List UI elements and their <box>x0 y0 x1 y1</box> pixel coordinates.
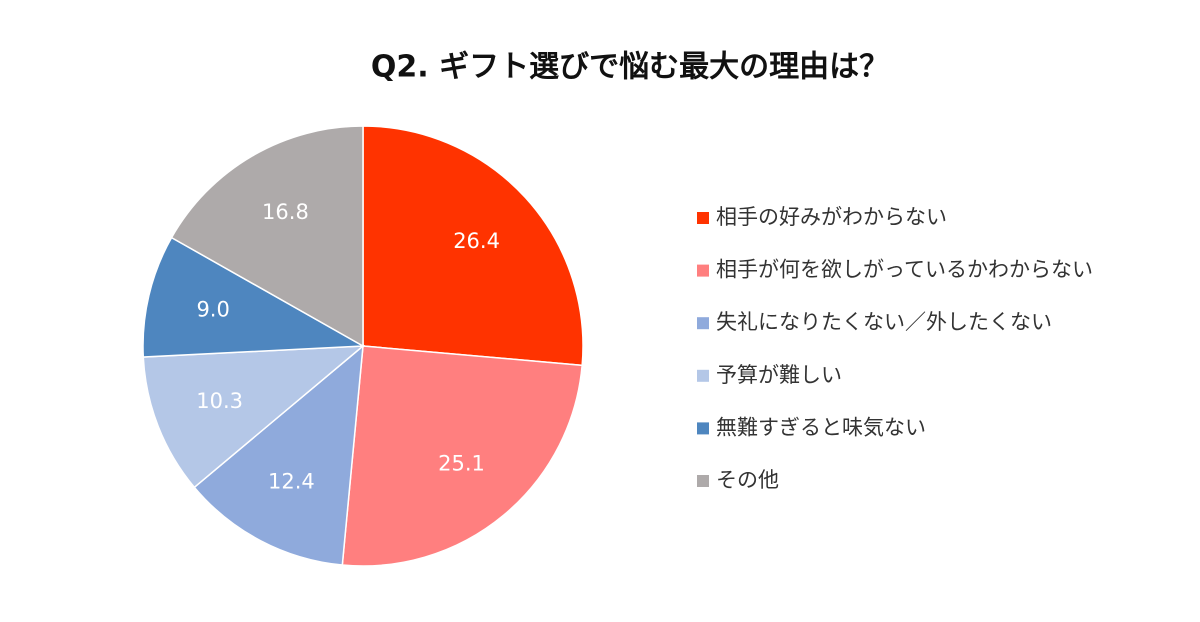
pie-slice <box>142 236 366 358</box>
pie-slice <box>170 125 364 348</box>
legend-label: 失礼になりたくない／外したくない <box>716 310 1052 334</box>
legend-label: その他 <box>716 468 779 492</box>
value-label: 16.8 <box>262 200 309 224</box>
pie-slice <box>193 344 364 566</box>
legend-swatch <box>697 264 709 277</box>
legend-label: 無難すぎると味気ない <box>716 415 926 439</box>
legend-swatch <box>697 212 709 224</box>
chart-title: Q2. ギフト選びで悩む最大の理由は？ <box>371 50 889 85</box>
legend-swatch <box>697 317 709 330</box>
value-label: 9.0 <box>196 298 229 322</box>
pie-slice <box>341 345 583 567</box>
value-label: 25.1 <box>438 451 485 475</box>
legend-swatch <box>697 422 709 435</box>
pie-slice <box>362 125 584 367</box>
legend-label: 相手の好みがわからない <box>716 205 947 229</box>
value-label: 10.3 <box>196 389 243 413</box>
value-label: 12.4 <box>268 469 315 493</box>
legend-label: 相手が何を欲しがっているかわからない <box>716 258 1093 282</box>
legend-swatch <box>697 475 709 487</box>
legend-label: 予算が難しい <box>716 363 842 387</box>
legend-swatch <box>697 369 709 382</box>
pie-slice <box>142 345 366 489</box>
value-label: 26.4 <box>453 229 500 253</box>
